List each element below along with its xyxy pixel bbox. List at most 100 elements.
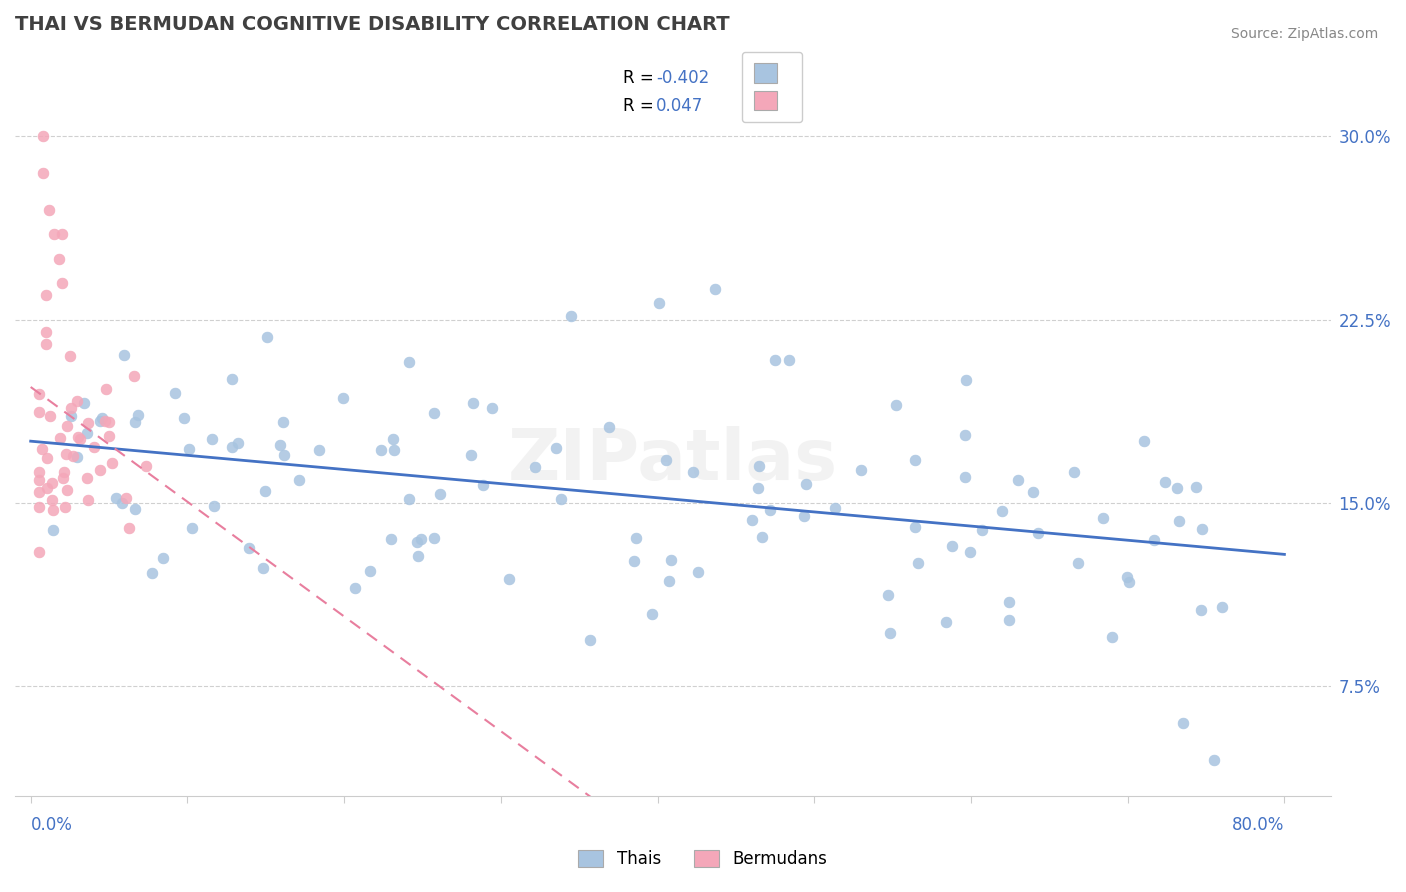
Point bbox=[1202, 753, 1225, 767]
Point bbox=[76, 425, 98, 440]
Point bbox=[741, 513, 763, 527]
Point bbox=[27, 545, 49, 559]
Point bbox=[382, 443, 405, 458]
Point bbox=[65, 394, 87, 409]
Point bbox=[62, 450, 84, 464]
Point bbox=[686, 565, 709, 579]
Point bbox=[35, 481, 58, 495]
Point bbox=[51, 276, 73, 290]
Point bbox=[51, 227, 73, 242]
Point bbox=[114, 491, 136, 505]
Point bbox=[89, 414, 111, 428]
Point bbox=[1092, 511, 1115, 525]
Point bbox=[39, 409, 62, 424]
Point bbox=[907, 556, 929, 570]
Point bbox=[221, 440, 243, 454]
Point bbox=[370, 442, 392, 457]
Point bbox=[544, 442, 567, 456]
Point bbox=[1189, 603, 1212, 617]
Point bbox=[124, 502, 146, 516]
Point bbox=[177, 442, 200, 457]
Point bbox=[778, 353, 800, 368]
Text: R =: R = bbox=[623, 69, 659, 87]
Point bbox=[94, 413, 117, 427]
Text: R =: R = bbox=[623, 97, 659, 115]
Point bbox=[55, 500, 77, 514]
Point bbox=[598, 419, 620, 434]
Point bbox=[1167, 514, 1189, 528]
Point bbox=[1022, 484, 1045, 499]
Point bbox=[238, 541, 260, 555]
Point bbox=[35, 451, 58, 466]
Point bbox=[201, 432, 224, 446]
Point bbox=[27, 473, 49, 487]
Point bbox=[41, 476, 63, 491]
Text: Source: ZipAtlas.com: Source: ZipAtlas.com bbox=[1230, 27, 1378, 41]
Text: 114: 114 bbox=[769, 69, 801, 87]
Point bbox=[141, 566, 163, 580]
Text: 0.047: 0.047 bbox=[657, 97, 703, 115]
Text: ZIPatlas: ZIPatlas bbox=[508, 426, 838, 495]
Point bbox=[90, 411, 112, 425]
Point bbox=[1166, 481, 1188, 495]
Point bbox=[56, 483, 79, 497]
Point bbox=[655, 452, 678, 467]
Point bbox=[877, 588, 900, 602]
Point bbox=[101, 457, 124, 471]
Point bbox=[406, 549, 429, 563]
Point bbox=[1154, 475, 1177, 489]
Point bbox=[48, 252, 70, 266]
Point bbox=[124, 415, 146, 429]
Point bbox=[69, 433, 91, 447]
Text: -0.402: -0.402 bbox=[657, 69, 710, 87]
Text: 80.0%: 80.0% bbox=[1232, 816, 1285, 834]
Point bbox=[32, 166, 55, 180]
Text: 0.0%: 0.0% bbox=[31, 816, 73, 834]
Point bbox=[998, 594, 1021, 608]
Point bbox=[1185, 480, 1208, 494]
Point bbox=[60, 401, 83, 415]
Point bbox=[793, 509, 815, 524]
Point bbox=[953, 470, 976, 484]
Point bbox=[27, 500, 49, 514]
Point bbox=[380, 533, 402, 547]
Point bbox=[703, 282, 725, 296]
Point bbox=[41, 492, 63, 507]
Point bbox=[659, 553, 682, 567]
Point bbox=[97, 428, 120, 442]
Point bbox=[405, 535, 427, 549]
Point bbox=[253, 483, 276, 498]
Point bbox=[623, 554, 645, 568]
Point bbox=[1171, 716, 1194, 731]
Text: THAI VS BERMUDAN COGNITIVE DISABILITY CORRELATION CHART: THAI VS BERMUDAN COGNITIVE DISABILITY CO… bbox=[15, 15, 730, 34]
Point bbox=[524, 460, 547, 475]
Point bbox=[955, 373, 977, 387]
Point bbox=[748, 458, 770, 473]
Point bbox=[332, 392, 354, 406]
Point bbox=[953, 428, 976, 442]
Point bbox=[904, 520, 927, 534]
Point bbox=[991, 504, 1014, 518]
Text: N =: N = bbox=[742, 69, 780, 87]
Point bbox=[269, 438, 291, 452]
Point bbox=[481, 401, 503, 416]
Point bbox=[180, 521, 202, 535]
Point bbox=[59, 409, 82, 423]
Point bbox=[221, 372, 243, 386]
Point bbox=[624, 532, 647, 546]
Point bbox=[27, 387, 49, 401]
Point bbox=[53, 465, 76, 479]
Point bbox=[35, 288, 58, 302]
Legend: , : , bbox=[742, 52, 801, 122]
Point bbox=[49, 431, 72, 445]
Point bbox=[794, 476, 817, 491]
Point bbox=[1007, 473, 1029, 487]
Point bbox=[1191, 522, 1213, 536]
Point bbox=[658, 574, 681, 588]
Point bbox=[55, 447, 77, 461]
Point bbox=[851, 463, 873, 477]
Point bbox=[52, 471, 75, 485]
Point bbox=[32, 129, 55, 144]
Point bbox=[1116, 570, 1139, 584]
Point bbox=[76, 471, 98, 485]
